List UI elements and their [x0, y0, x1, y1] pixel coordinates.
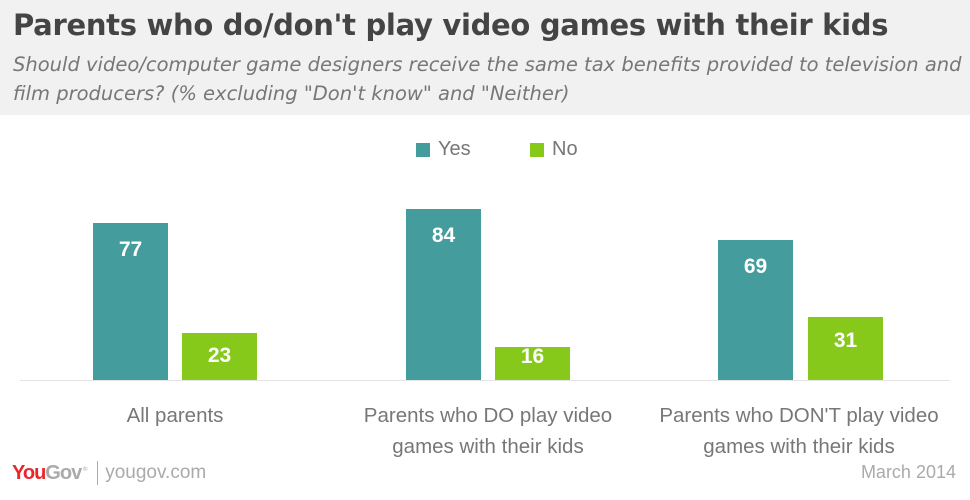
x-axis-baseline	[20, 380, 950, 381]
bar-value-label: 31	[833, 329, 858, 352]
bar-dont-play-yes: 69	[718, 240, 793, 380]
bar-value-label: 84	[431, 224, 456, 247]
legend-item-no: No	[530, 138, 578, 161]
legend-swatch-yes	[416, 142, 430, 157]
logo-gov-text: Gov	[45, 461, 82, 484]
yougov-logo: You Gov ® yougov.com	[12, 461, 206, 485]
bar-do-play-yes: 84	[406, 209, 481, 380]
bar-value-label: 23	[207, 344, 232, 367]
chart-header: Parents who do/don't play video games wi…	[0, 0, 970, 115]
bar-dont-play-no: 31	[808, 317, 883, 380]
registered-mark: ®	[82, 465, 89, 473]
bar-value-label: 16	[520, 345, 545, 368]
source-url: yougov.com	[105, 462, 207, 483]
bar-all-parents-yes: 77	[93, 223, 168, 380]
legend-label-yes: Yes	[438, 138, 471, 160]
bar-value-label: 77	[118, 238, 143, 261]
chart-subtitle: Should video/computer game designers rec…	[13, 53, 962, 105]
category-label-all-parents: All parents	[126, 404, 224, 427]
logo-divider	[97, 461, 99, 485]
legend-swatch-no	[530, 142, 544, 157]
legend-item-yes: Yes	[416, 138, 471, 161]
bar-do-play-no: 16	[495, 345, 570, 380]
chart-legend: Yes No	[0, 138, 970, 164]
bar-all-parents-no: 23	[182, 333, 257, 380]
chart-title: Parents who do/don't play video games wi…	[13, 8, 889, 42]
category-label-dont-play: Parents who DON'T play video games with …	[659, 404, 939, 458]
legend-label-no: No	[552, 138, 578, 160]
logo-you-text: You	[12, 461, 46, 484]
bar-value-label: 69	[743, 255, 768, 278]
publication-date: March 2014	[860, 462, 956, 482]
category-label-do-play: Parents who DO play video games with the…	[363, 404, 613, 458]
